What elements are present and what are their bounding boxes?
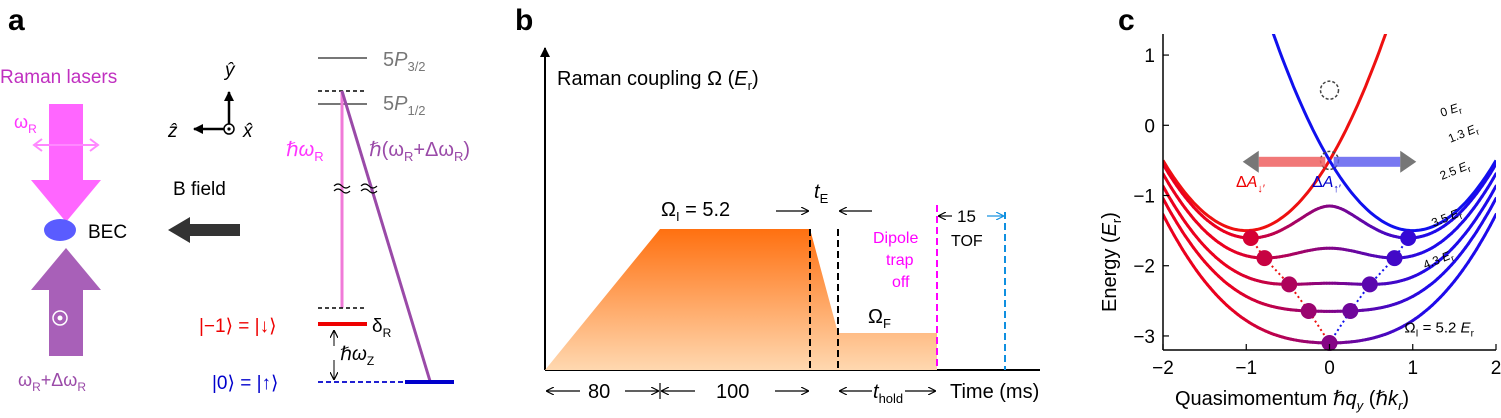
state-minus1-label: |−1⟩ = |↓⟩ — [199, 316, 277, 337]
b-xlabel: Time (ms) — [950, 381, 1039, 403]
series-0-up — [1271, 34, 1496, 233]
minimum-marker — [1281, 276, 1298, 293]
break-marks — [333, 183, 378, 194]
omega-f-label: ΩF — [868, 306, 891, 331]
x-tick-label: −1 — [1235, 358, 1257, 379]
raman-beam-bottom — [31, 248, 101, 356]
omega-i-label: ΩI = 5.2 — [661, 199, 730, 224]
series-label: 0 Er — [1438, 100, 1463, 122]
bec-label: BEC — [88, 222, 127, 243]
hbar-omega-r-delta-label: ℏ(ωR+ΔωR) — [369, 139, 470, 164]
series-4-segment — [1491, 196, 1496, 206]
crossing-circle-upper — [1319, 80, 1340, 100]
panel-label-a: a — [8, 4, 25, 37]
polarization-arrow-top — [32, 138, 100, 152]
level-5p32-label: 5P3/2 — [383, 49, 426, 74]
delta-a-up-bar — [1333, 156, 1401, 167]
segment-80: 80 — [588, 381, 610, 403]
series-label: 1.3 Er — [1446, 121, 1481, 147]
bec-cloud — [44, 219, 76, 241]
dipole-label-3: off — [892, 274, 910, 291]
t-hold-label: thold — [873, 381, 903, 406]
delta-a-down-arrowhead — [1242, 150, 1259, 173]
omega-r-label: ωR — [14, 112, 37, 136]
raman-lasers-label: Raman lasers — [0, 67, 117, 88]
series-3-segment — [1491, 184, 1496, 193]
x-tick-label: 1 — [1407, 358, 1418, 379]
x-tick-label: 2 — [1491, 358, 1501, 379]
minimum-marker — [1242, 230, 1259, 246]
hbar-omega-z-label: ℏωZ — [340, 344, 374, 368]
axis-y-label: ŷ — [223, 60, 236, 81]
axis-z-label: ẑ — [167, 121, 178, 142]
segment-arrows — [547, 383, 935, 399]
y-tick-label: 0 — [1144, 116, 1155, 137]
series-5-segment — [1491, 213, 1496, 222]
minimum-marker — [1386, 250, 1403, 267]
y-tick-label: −2 — [1133, 257, 1155, 278]
state-zero-label: |0⟩ = |↑⟩ — [212, 373, 278, 394]
delta-r-label: δR — [372, 316, 392, 340]
minimum-marker — [1300, 303, 1317, 319]
raman-ramp-shape — [545, 229, 937, 370]
raman-beam-top — [31, 104, 101, 222]
band-plot — [1163, 34, 1496, 345]
b-ylabel: Raman coupling Ω (Er) — [557, 68, 759, 93]
minimum-marker — [1321, 335, 1338, 351]
x-tick-label: 0 — [1324, 358, 1335, 379]
transition-omega-r-delta — [340, 90, 432, 382]
coordinate-axes — [193, 91, 235, 135]
series-label: 2.5 Er — [1438, 158, 1473, 184]
minimum-marker — [1400, 230, 1417, 246]
y-tick-label: −3 — [1133, 327, 1155, 348]
c-xlabel: Quasimomentum ℏqy (ℏkr) — [1175, 388, 1409, 413]
hbar-omega-r-label: ℏωR — [286, 139, 324, 164]
panel-label-c: c — [1118, 4, 1135, 37]
minimum-marker — [1256, 250, 1273, 267]
panel-label-b: b — [515, 4, 533, 37]
level-5p12-label: 5P1/2 — [383, 93, 426, 118]
delta-a-down-bar — [1258, 156, 1326, 167]
tof-duration: 15 — [957, 207, 976, 226]
axis-x-label: x̂ — [242, 121, 254, 142]
segment-100: 100 — [716, 381, 749, 403]
minimum-marker — [1342, 303, 1359, 319]
polarization-dot-bottom — [52, 310, 68, 326]
y-tick-label: −1 — [1133, 187, 1155, 208]
minimum-marker — [1361, 276, 1378, 293]
series-label: ΩI = 5.2 Er — [1404, 319, 1474, 339]
tof-label: TOF — [951, 233, 983, 250]
te-label: tE — [814, 181, 829, 206]
y-tick-label: 1 — [1144, 46, 1155, 67]
x-tick-label: −2 — [1152, 358, 1174, 379]
omega-r-delta-label: ωR+ΔωR — [18, 370, 86, 394]
b-field-arrow — [168, 217, 240, 243]
c-ylabel: Energy (Er) — [1099, 212, 1124, 312]
series-1-segment — [1491, 162, 1496, 171]
series-2-segment — [1491, 172, 1496, 181]
dipole-label-2: trap — [886, 252, 914, 269]
dipole-label-1: Dipole — [873, 230, 918, 247]
band-curves — [1163, 34, 1496, 345]
delta-a-up-label: ΔA↑′ — [1312, 174, 1341, 195]
b-field-label: B field — [173, 179, 226, 200]
delta-a-down-label: ΔA↓′ — [1236, 174, 1265, 195]
delta-a-up-arrowhead — [1400, 150, 1417, 173]
